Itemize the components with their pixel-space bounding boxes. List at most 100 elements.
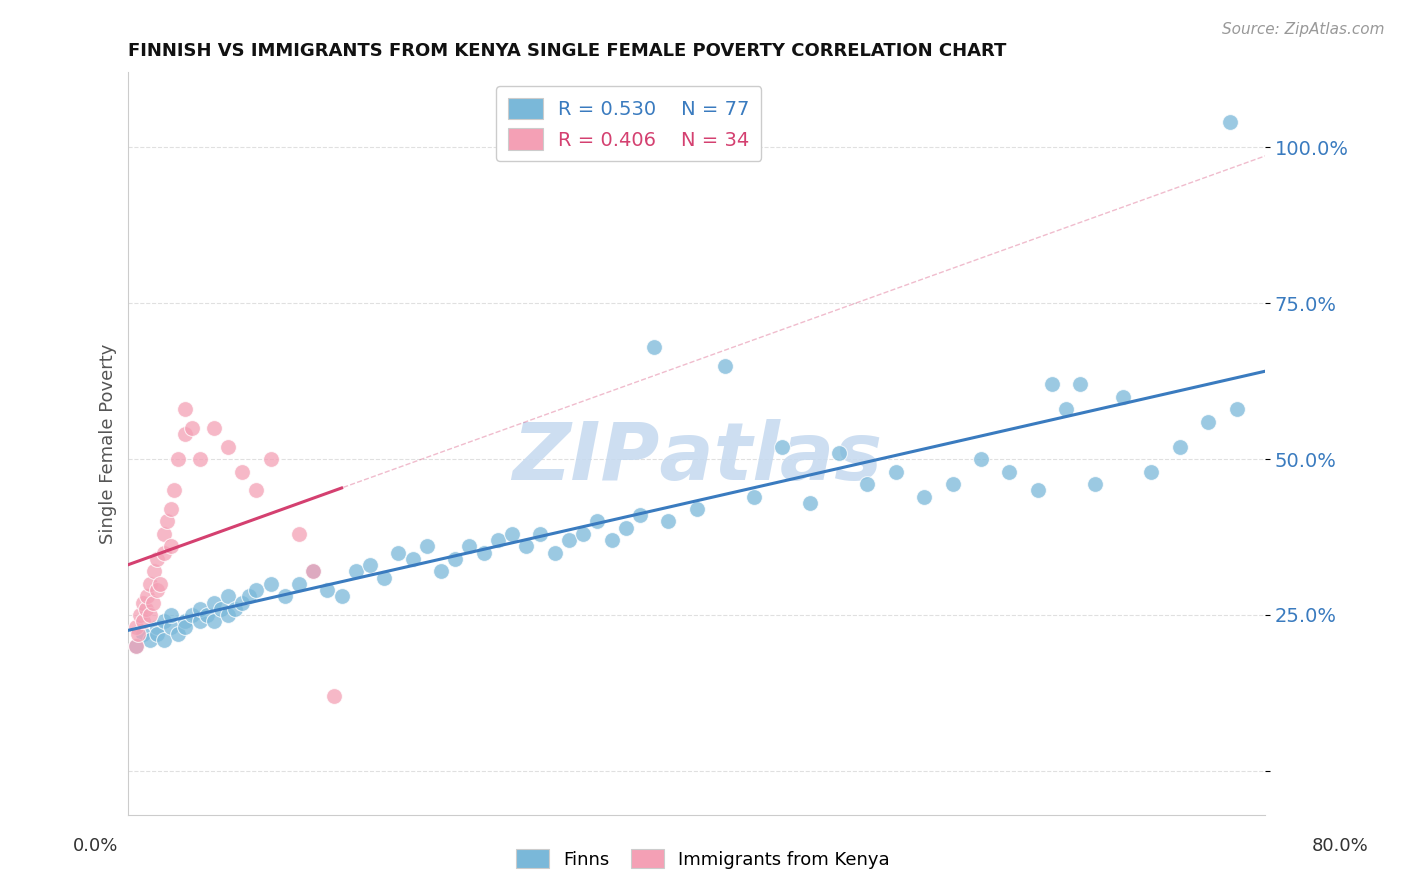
Point <box>160 607 183 622</box>
Point <box>259 452 281 467</box>
Point <box>231 465 253 479</box>
Point <box>174 402 197 417</box>
Point <box>209 601 232 615</box>
Point <box>515 540 537 554</box>
Point <box>231 595 253 609</box>
Point <box>316 582 339 597</box>
Text: 0.0%: 0.0% <box>73 837 118 855</box>
Point <box>160 540 183 554</box>
Point <box>1219 115 1241 129</box>
Point <box>714 359 737 373</box>
Point <box>146 626 169 640</box>
Point <box>160 502 183 516</box>
Point <box>195 607 218 622</box>
Point <box>884 465 907 479</box>
Point <box>912 490 935 504</box>
Point <box>686 502 709 516</box>
Point <box>245 483 267 498</box>
Point <box>1168 440 1191 454</box>
Legend: Finns, Immigrants from Kenya: Finns, Immigrants from Kenya <box>509 842 897 876</box>
Point <box>657 515 679 529</box>
Point <box>572 527 595 541</box>
Text: Source: ZipAtlas.com: Source: ZipAtlas.com <box>1222 22 1385 37</box>
Point <box>153 614 176 628</box>
Point <box>288 527 311 541</box>
Point <box>586 515 609 529</box>
Point <box>149 576 172 591</box>
Point <box>1054 402 1077 417</box>
Point <box>174 620 197 634</box>
Point <box>799 496 821 510</box>
Point <box>416 540 439 554</box>
Point <box>401 552 423 566</box>
Text: ZIP​atlas: ZIP​atlas <box>512 419 882 498</box>
Point <box>643 340 665 354</box>
Point <box>288 576 311 591</box>
Point <box>139 607 162 622</box>
Point <box>217 607 239 622</box>
Point <box>558 533 581 548</box>
Point <box>302 565 325 579</box>
Point <box>742 490 765 504</box>
Point <box>124 639 146 653</box>
Point <box>134 601 156 615</box>
Point <box>259 576 281 591</box>
Point <box>127 626 149 640</box>
Point <box>153 546 176 560</box>
Point <box>359 558 381 573</box>
Point <box>153 527 176 541</box>
Point <box>202 614 225 628</box>
Point <box>217 440 239 454</box>
Point <box>153 632 176 647</box>
Point <box>181 421 204 435</box>
Point <box>167 452 190 467</box>
Point <box>970 452 993 467</box>
Point <box>181 607 204 622</box>
Point <box>458 540 481 554</box>
Point <box>174 614 197 628</box>
Point <box>1197 415 1219 429</box>
Point <box>142 595 165 609</box>
Point <box>323 689 346 703</box>
Point <box>245 582 267 597</box>
Point <box>128 607 150 622</box>
Point <box>146 552 169 566</box>
Point <box>444 552 467 566</box>
Point <box>136 589 159 603</box>
Point <box>544 546 567 560</box>
Point <box>628 508 651 523</box>
Point <box>131 626 153 640</box>
Point <box>139 576 162 591</box>
Point <box>344 565 367 579</box>
Point <box>856 477 879 491</box>
Point <box>1040 377 1063 392</box>
Point <box>387 546 409 560</box>
Point <box>188 452 211 467</box>
Point <box>156 515 179 529</box>
Text: 80.0%: 80.0% <box>1312 837 1368 855</box>
Point <box>770 440 793 454</box>
Point <box>1226 402 1249 417</box>
Point <box>139 632 162 647</box>
Point <box>614 521 637 535</box>
Point <box>217 589 239 603</box>
Point <box>146 582 169 597</box>
Point <box>330 589 353 603</box>
Point <box>146 620 169 634</box>
Point <box>188 614 211 628</box>
Point <box>600 533 623 548</box>
Point <box>274 589 297 603</box>
Point <box>124 620 146 634</box>
Point <box>238 589 260 603</box>
Point <box>302 565 325 579</box>
Point <box>1069 377 1091 392</box>
Point <box>941 477 963 491</box>
Text: FINNISH VS IMMIGRANTS FROM KENYA SINGLE FEMALE POVERTY CORRELATION CHART: FINNISH VS IMMIGRANTS FROM KENYA SINGLE … <box>128 42 1007 60</box>
Point <box>430 565 453 579</box>
Y-axis label: Single Female Poverty: Single Female Poverty <box>100 343 117 544</box>
Point <box>373 571 395 585</box>
Point <box>124 639 146 653</box>
Point <box>131 595 153 609</box>
Point <box>202 595 225 609</box>
Point <box>472 546 495 560</box>
